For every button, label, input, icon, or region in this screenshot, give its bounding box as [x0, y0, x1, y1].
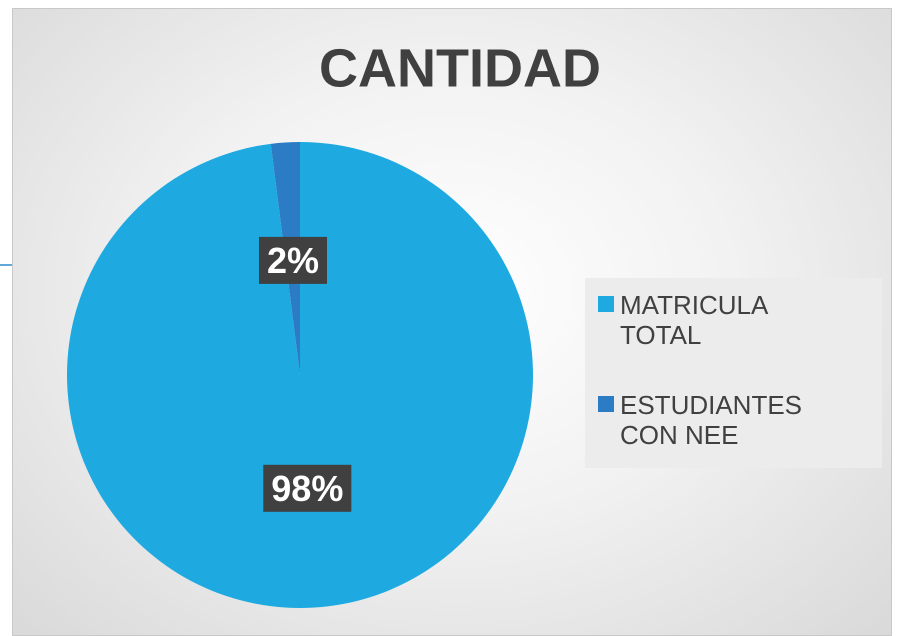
data-label-text: 98%	[271, 468, 343, 509]
legend-swatch	[598, 296, 614, 312]
pie-slice	[67, 142, 534, 608]
legend-label: MATRICULA TOTAL	[620, 290, 767, 350]
legend-entry: MATRICULA TOTAL	[598, 290, 825, 350]
legend: MATRICULA TOTAL ESTUDIANTES CON NEE	[585, 278, 882, 468]
data-label-text: 2%	[267, 240, 319, 281]
chart-title: CANTIDAD	[319, 38, 601, 98]
decoration-line	[0, 264, 12, 266]
data-label: 98%	[263, 464, 352, 512]
data-label: 2%	[258, 236, 327, 284]
legend-entry: ESTUDIANTES CON NEE	[598, 390, 825, 450]
data-label-box	[263, 464, 352, 512]
data-label-box	[258, 236, 327, 284]
legend-swatch	[598, 396, 614, 412]
legend-label: ESTUDIANTES CON NEE	[620, 390, 803, 450]
